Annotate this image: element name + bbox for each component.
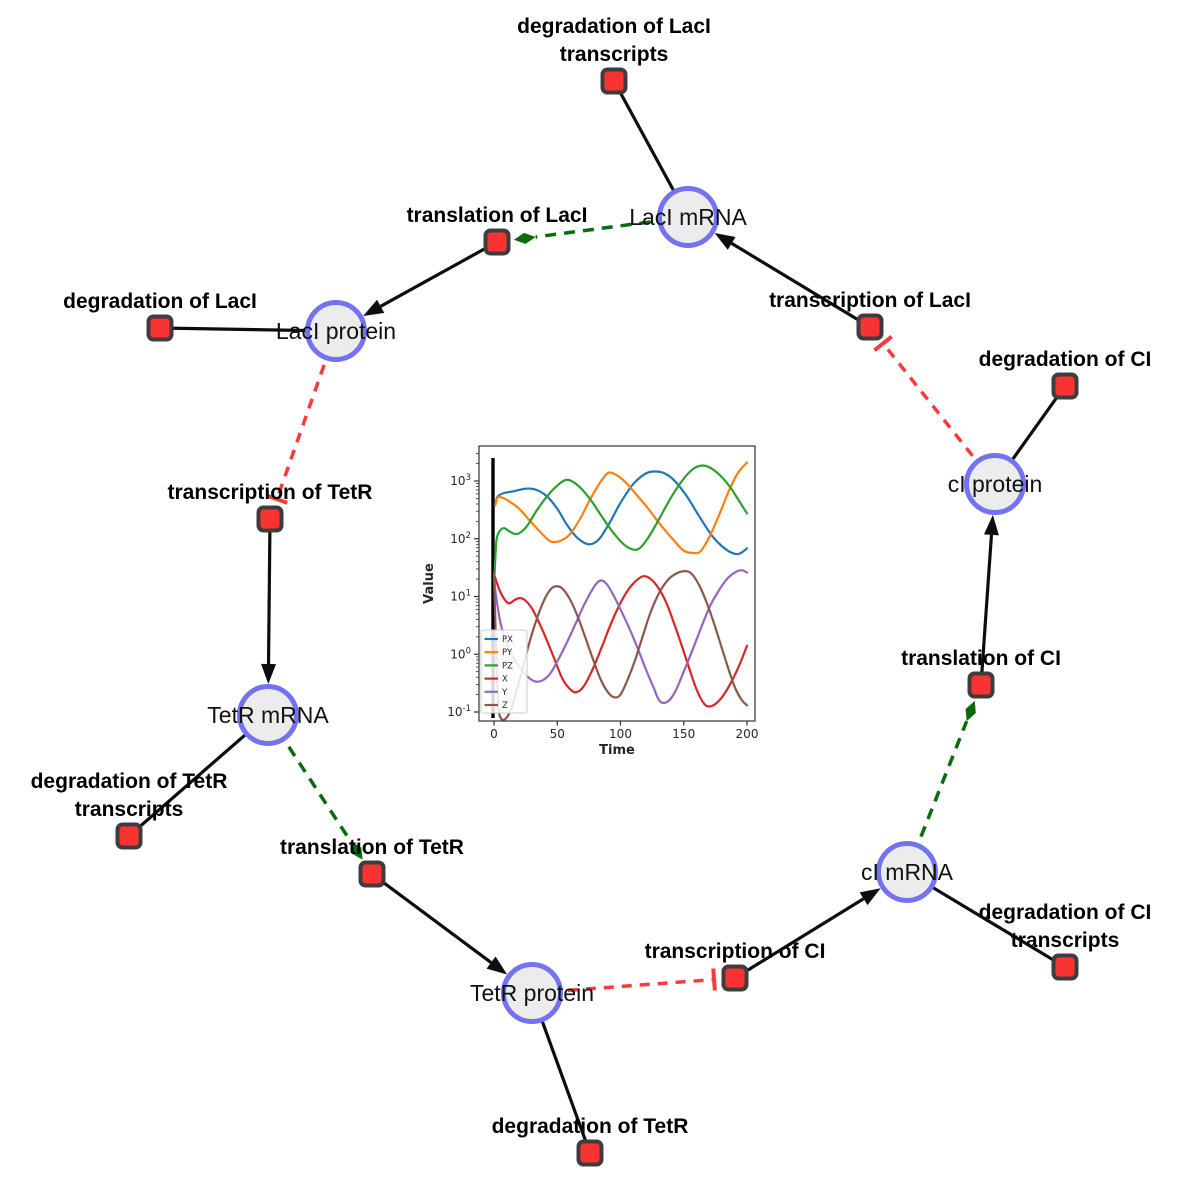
species-label-ci_mrna: cI mRNA (861, 859, 954, 885)
reaction-label-transl_laci: translation of LacI (407, 204, 588, 227)
y-tick-label-1e3: 103 (450, 473, 471, 488)
species-node-ci_protein[interactable] (964, 453, 1026, 515)
series-line-PY (494, 461, 749, 555)
reaction-label-transc_ci: transcription of CI (645, 940, 826, 963)
reaction-label-deg_laci: degradation of LacI (63, 290, 257, 313)
edge-transc_laci-to-laci_mrna (730, 242, 871, 329)
species-node-laci_protein[interactable] (305, 300, 367, 362)
reaction-node-transl_laci[interactable] (483, 228, 511, 256)
edge-tetr_protein-to-transc_ci-inhibitor-bar (711, 968, 717, 991)
species-node-tetr_protein[interactable] (501, 962, 563, 1024)
chart-frame (478, 445, 756, 722)
edge-transl_tetr-to-tetr_protein-arrowhead (486, 956, 508, 975)
reaction-node-deg_tetr_tx[interactable] (115, 822, 143, 850)
species-label-laci_protein: LacI protein (276, 318, 396, 344)
chart-series-layer (492, 461, 749, 721)
x-tick-label-0: 0 (490, 727, 498, 741)
edge-ci_mrna-to-transl_ci-modifier-diamond (965, 700, 976, 722)
edge-laci_mrna-to-transl_laci-modifier-diamond (513, 232, 536, 244)
species-node-laci_mrna[interactable] (657, 186, 719, 248)
reaction-label-transl_tetr: translation of TetR (280, 836, 464, 859)
series-line-X (492, 572, 749, 708)
edge-transc_tetr-to-tetr_mrna (266, 518, 272, 665)
reaction-label-deg_laci_tx-line1: degradation of LacI (517, 15, 711, 38)
species-label-tetr_mrna: TetR mRNA (207, 702, 329, 728)
x-tick-label-50: 50 (550, 727, 565, 741)
species-label-ci_protein: cI protein (948, 471, 1043, 497)
y-tick-label-1e2: 102 (450, 531, 471, 546)
y-tick-label-1e-1: 10-1 (447, 704, 471, 719)
x-tick-label-150: 150 (672, 727, 695, 741)
reaction-label-deg_ci: degradation of CI (979, 348, 1152, 371)
edge-ci_protein-to-transc_laci-inhibitor-bar (873, 335, 893, 352)
x-axis-label: Time (599, 743, 635, 758)
edge-transc_ci-to-ci_mrna-arrowhead (859, 888, 881, 906)
reaction-label-deg_ci_tx-line2: transcripts (1011, 929, 1120, 952)
reaction-label-deg_tetr: degradation of TetR (492, 1115, 689, 1138)
species-node-ci_mrna[interactable] (876, 841, 938, 903)
legend-label-X: X (502, 675, 508, 685)
chart-legend: PX PY PZ XYZ (480, 629, 528, 714)
edge-transc_ci-to-ci_mrna (734, 897, 865, 980)
reaction-label-deg_tetr_tx-line1: degradation of TetR (31, 770, 228, 793)
chart-inset: 0 50 100 150 20010310210110010-1TimeValuePXP… (422, 445, 759, 758)
edge-transl_ci-to-ci_protein (979, 534, 994, 686)
edge-ci_protein-to-transc_laci (881, 342, 997, 486)
legend-label-PY: PY (502, 648, 513, 658)
series-line-PZ (493, 464, 749, 575)
y-axis-label: Value (422, 563, 437, 604)
edge-transc_tetr-to-tetr_mrna-arrowhead (261, 663, 277, 685)
edge-laci_protein-to-transc_tetr-inhibitor-bar (265, 493, 288, 505)
reaction-label-deg_laci_tx-line2: transcripts (560, 43, 669, 66)
legend-label-Y: Y (501, 688, 508, 698)
labels-layer: degradation of LacI transcripts translatio… (31, 15, 1152, 1138)
reaction-node-deg_laci_tx[interactable] (600, 67, 628, 95)
edge-transl_tetr-to-tetr_protein (371, 872, 493, 964)
reaction-node-transc_ci[interactable] (721, 964, 749, 992)
reaction-label-transc_laci: transcription of LacI (769, 289, 971, 312)
x-tick-label-200: 200 (736, 727, 759, 741)
reaction-label-deg_ci_tx-line1: degradation of CI (979, 901, 1152, 924)
reaction-node-transc_laci[interactable] (856, 313, 884, 341)
legend-label-PZ: PZ (502, 661, 513, 671)
reaction-label-deg_tetr_tx-line2: transcripts (75, 798, 184, 821)
edge-laci_protein-to-transc_tetr (275, 330, 338, 500)
legend-label-PX: PX (502, 635, 513, 645)
edge-transl_laci-to-laci_protein-arrowhead (363, 299, 385, 317)
species-label-tetr_protein: TetR protein (470, 980, 594, 1006)
edge-transc_laci-to-laci_mrna-arrowhead (714, 233, 736, 250)
nodes-layer (115, 67, 1079, 1167)
reaction-node-deg_laci[interactable] (146, 314, 174, 342)
x-tick-label-100: 100 (609, 727, 632, 741)
species-node-tetr_mrna[interactable] (237, 684, 299, 746)
reaction-label-transl_ci: translation of CI (901, 647, 1061, 670)
reaction-node-transl_tetr[interactable] (358, 860, 386, 888)
edge-tetr_protein-to-transc_ci (531, 977, 715, 995)
reaction-node-deg_ci_tx[interactable] (1051, 953, 1079, 981)
reaction-node-transc_tetr[interactable] (256, 505, 284, 533)
reaction-node-deg_ci[interactable] (1051, 372, 1079, 400)
y-tick-label-1e0: 100 (450, 646, 471, 661)
edge-transl_laci-to-laci_protein (379, 240, 498, 308)
y-tick-label-1e1: 101 (450, 589, 471, 604)
reaction-node-transl_ci[interactable] (967, 671, 995, 699)
reaction-node-deg_tetr[interactable] (576, 1139, 604, 1167)
species-label-laci_mrna: LacI mRNA (629, 204, 747, 230)
edge-transl_ci-to-ci_protein-arrowhead (983, 514, 999, 536)
edge-tetr_mrna-to-transl_tetr-modifier-diamond (350, 841, 363, 860)
reaction-label-transc_tetr: transcription of TetR (168, 481, 373, 504)
legend-label-Z: Z (502, 701, 508, 711)
